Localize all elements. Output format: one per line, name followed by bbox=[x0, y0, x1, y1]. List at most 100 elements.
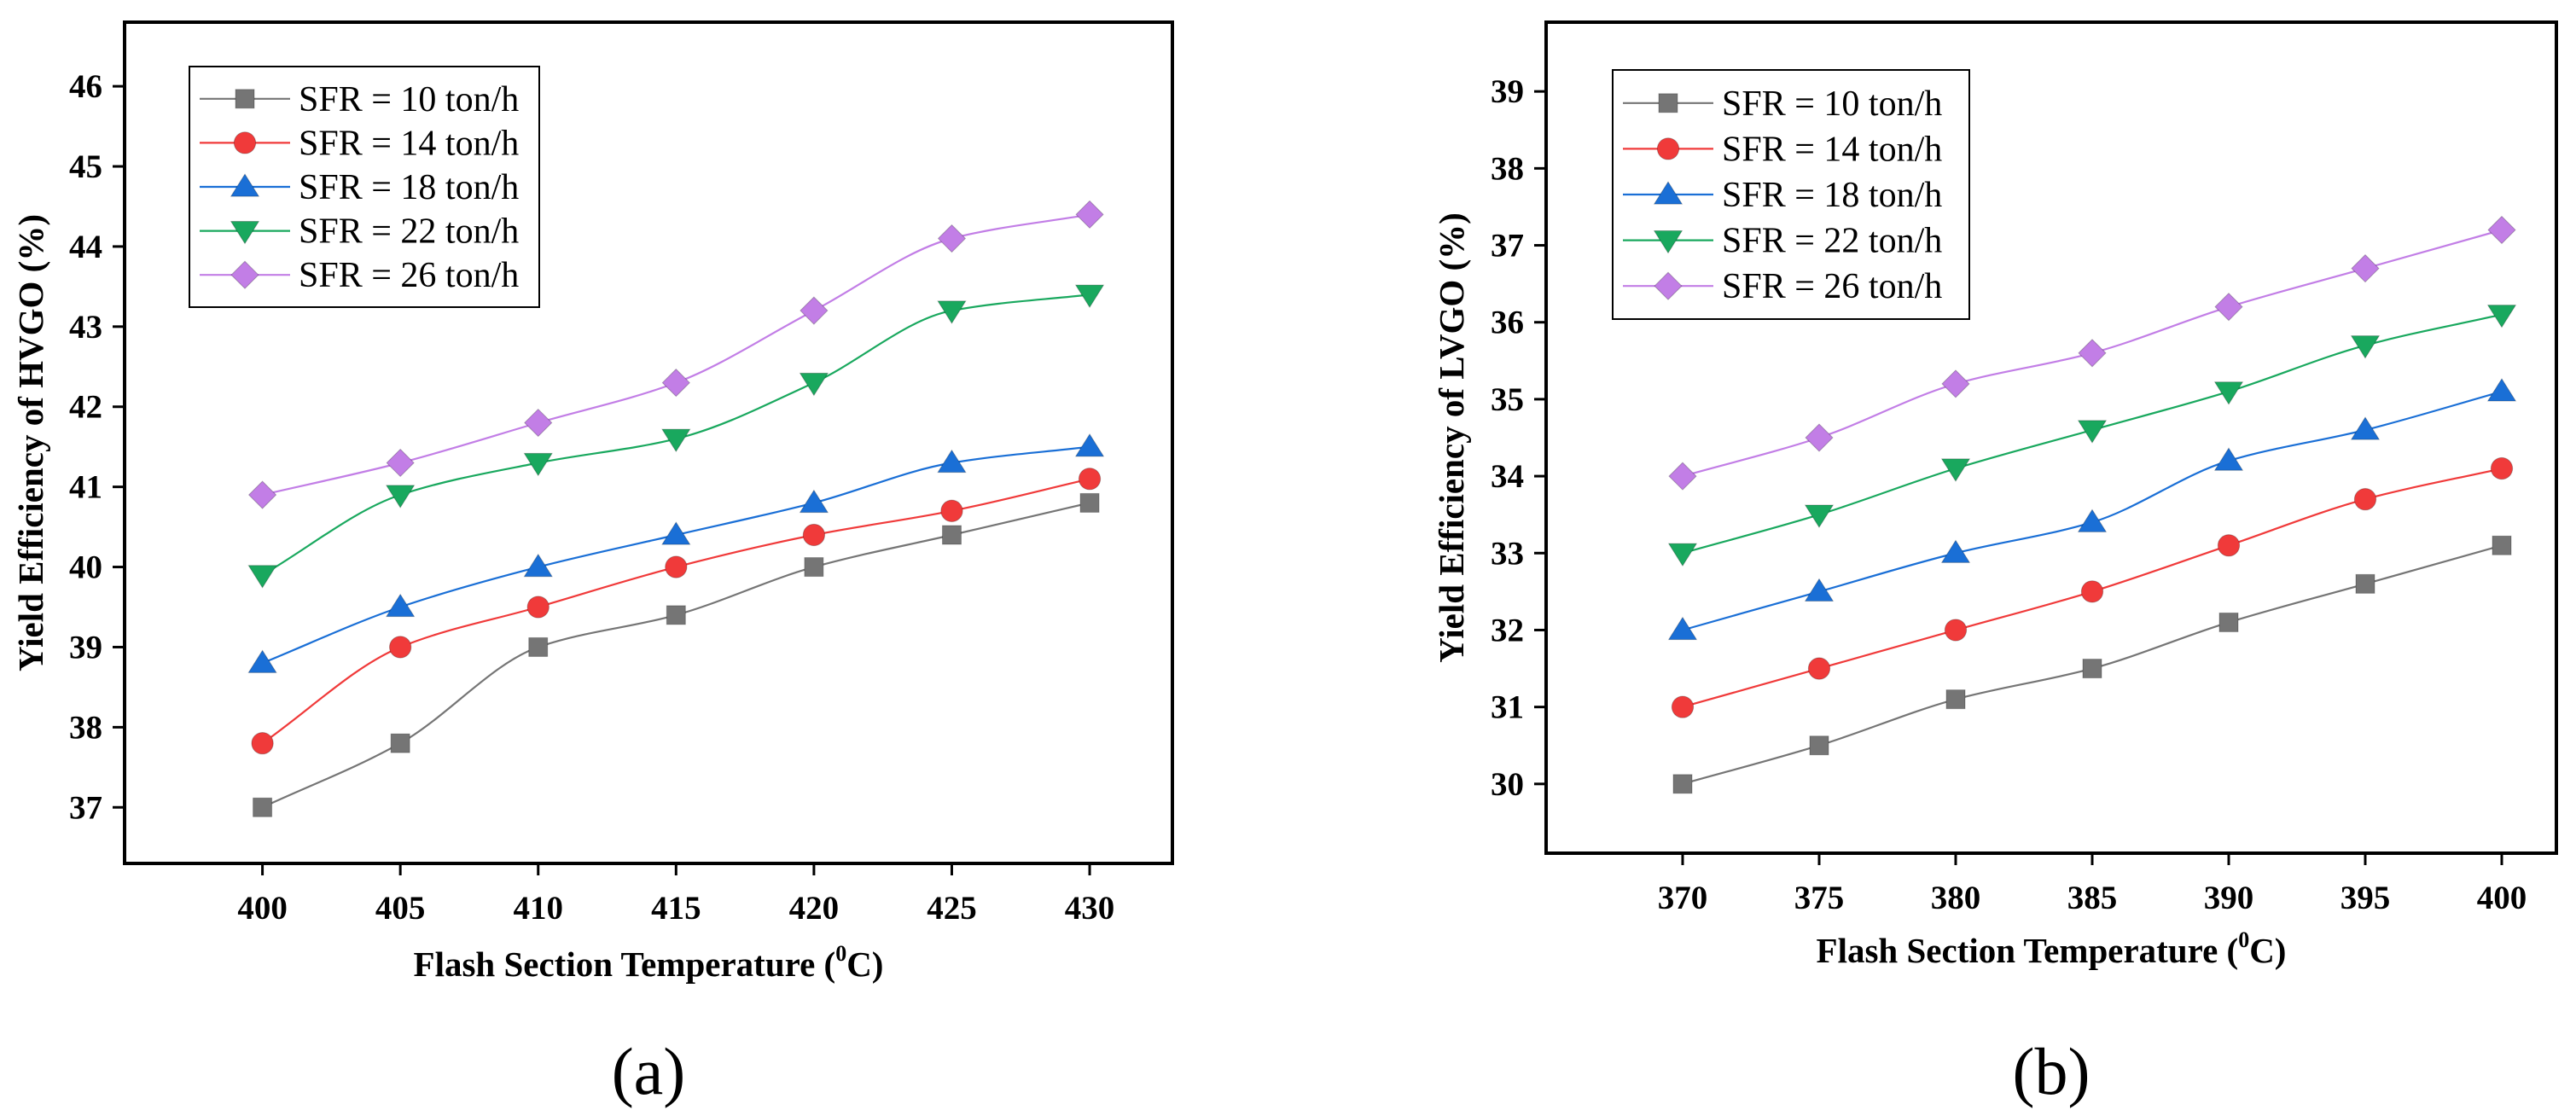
y-tick-label: 31 bbox=[1491, 689, 1524, 726]
series-1 bbox=[251, 468, 1102, 755]
data-point bbox=[1804, 578, 1835, 602]
data-point bbox=[2213, 447, 2244, 471]
data-point bbox=[2080, 580, 2104, 603]
x-tick-label: 425 bbox=[927, 890, 977, 927]
data-point bbox=[1074, 284, 1105, 309]
series-3 bbox=[247, 284, 1105, 589]
series-4 bbox=[247, 200, 1104, 509]
chart-panel-a: 400 405 410 415 420 425 430 37 38 39 40 41 42 43 44 45 4… bbox=[11, 20, 1174, 1108]
data-point bbox=[247, 565, 277, 589]
data-point bbox=[247, 480, 277, 509]
data-point bbox=[247, 649, 277, 673]
legend-marker bbox=[230, 220, 260, 245]
data-point bbox=[1074, 433, 1105, 457]
data-point bbox=[389, 636, 412, 659]
legend-label: SFR = 14 ton/h bbox=[299, 124, 519, 163]
data-point bbox=[661, 368, 690, 398]
legend-marker bbox=[1653, 230, 1683, 254]
legend-marker bbox=[1653, 181, 1683, 205]
y-axis-title: Yield Efficiency of HVGO (%) bbox=[11, 214, 50, 671]
legend-label: SFR = 22 ton/h bbox=[1722, 222, 1942, 261]
y-tick-label: 36 bbox=[1491, 305, 1524, 341]
data-point bbox=[1667, 543, 1698, 567]
x-tick-label: 380 bbox=[1931, 880, 1981, 916]
x-axis-title-main: Flash Section Temperature ( bbox=[414, 944, 836, 984]
data-point bbox=[799, 372, 829, 397]
data-point bbox=[251, 731, 274, 755]
data-point bbox=[1672, 774, 1693, 794]
data-point bbox=[1671, 695, 1695, 718]
data-point bbox=[2351, 253, 2380, 283]
data-point bbox=[1945, 689, 1966, 710]
data-point bbox=[1944, 619, 1968, 642]
y-tick-label: 41 bbox=[69, 469, 102, 506]
data-point bbox=[937, 300, 967, 324]
legend-marker bbox=[230, 260, 259, 289]
data-point bbox=[1804, 504, 1835, 528]
x-tick-label: 400 bbox=[2477, 880, 2527, 916]
series-0 bbox=[253, 492, 1100, 817]
legend-label: SFR = 26 ton/h bbox=[299, 256, 519, 295]
data-point bbox=[385, 593, 416, 618]
series-2 bbox=[1667, 378, 2517, 641]
data-point bbox=[2490, 456, 2514, 480]
data-point bbox=[940, 499, 963, 522]
data-point bbox=[2214, 293, 2243, 322]
y-tick-label: 35 bbox=[1491, 381, 1524, 418]
y-tick-label: 39 bbox=[69, 629, 102, 665]
x-axis-title-sup: 0 bbox=[835, 941, 846, 966]
legend-label: SFR = 10 ton/h bbox=[299, 80, 519, 119]
data-point bbox=[2487, 215, 2516, 245]
data-point bbox=[661, 521, 691, 545]
x-axis-title-tail: C) bbox=[2249, 931, 2286, 970]
data-point bbox=[2077, 420, 2108, 444]
x-tick-label: 370 bbox=[1658, 880, 1708, 916]
data-point bbox=[2213, 381, 2244, 405]
data-point bbox=[802, 523, 826, 547]
series-0 bbox=[1672, 535, 2512, 794]
y-tick-label: 32 bbox=[1491, 612, 1524, 648]
y-tick-label: 34 bbox=[1491, 458, 1524, 495]
data-point bbox=[2486, 305, 2517, 328]
x-axis-title: Flash Section Temperature (0C) bbox=[1817, 927, 2287, 970]
plot-frame bbox=[1544, 20, 2558, 855]
data-point bbox=[2486, 378, 2517, 402]
y-tick-label: 33 bbox=[1491, 535, 1524, 572]
x-tick-label: 410 bbox=[513, 890, 563, 927]
y-tick-label: 43 bbox=[69, 309, 102, 346]
legend-label: SFR = 18 ton/h bbox=[1722, 176, 1942, 215]
data-point bbox=[661, 428, 691, 453]
x-tick-label: 375 bbox=[1794, 880, 1845, 916]
data-point bbox=[1941, 369, 1970, 398]
legend-label: SFR = 18 ton/h bbox=[299, 168, 519, 207]
y-tick-label: 42 bbox=[69, 389, 102, 426]
legend-marker bbox=[233, 131, 257, 154]
legend-label: SFR = 14 ton/h bbox=[1722, 130, 1942, 169]
data-point bbox=[526, 596, 550, 619]
y-axis-title: Yield Efficiency of LVGO (%) bbox=[1432, 212, 1471, 663]
legend-label: SFR = 10 ton/h bbox=[1722, 84, 1942, 124]
legend-label: SFR = 22 ton/h bbox=[299, 212, 519, 252]
data-point bbox=[1079, 492, 1100, 513]
x-tick-label: 420 bbox=[789, 890, 840, 927]
legend-marker bbox=[235, 89, 255, 109]
legend-marker bbox=[1656, 137, 1680, 160]
legend-marker bbox=[230, 173, 260, 197]
y-tick-label: 37 bbox=[69, 789, 102, 826]
data-point bbox=[524, 408, 553, 438]
y-tick-label: 38 bbox=[69, 709, 102, 746]
data-point bbox=[2350, 416, 2381, 440]
plot-frame bbox=[123, 20, 1174, 865]
data-point bbox=[523, 452, 553, 477]
data-point bbox=[523, 553, 553, 578]
data-point bbox=[666, 605, 686, 625]
y-tick-label: 46 bbox=[69, 68, 102, 105]
data-point bbox=[528, 636, 549, 657]
data-point bbox=[390, 733, 410, 753]
data-point bbox=[1940, 539, 1971, 563]
legend-label: SFR = 26 ton/h bbox=[1722, 267, 1942, 306]
series-2 bbox=[247, 433, 1105, 673]
data-point bbox=[2355, 573, 2375, 594]
data-point bbox=[2217, 534, 2241, 557]
